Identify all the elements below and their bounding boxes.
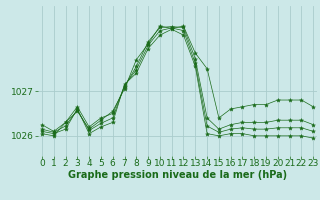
X-axis label: Graphe pression niveau de la mer (hPa): Graphe pression niveau de la mer (hPa) [68,170,287,180]
